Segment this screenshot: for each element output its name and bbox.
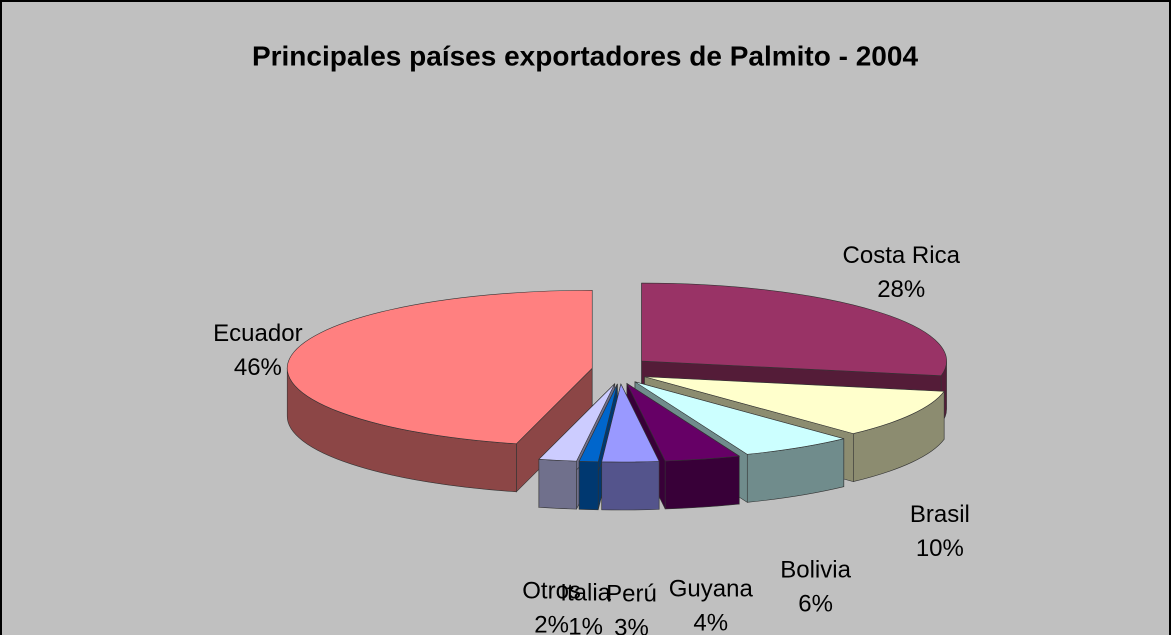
slice-label: Costa Rica: [843, 242, 961, 269]
slice-value-label: 3%: [614, 614, 649, 635]
slice: [644, 376, 945, 434]
slice-value-label: 6%: [798, 591, 833, 618]
slice: [634, 381, 844, 455]
slice-label: Italia: [560, 580, 611, 607]
slice-label: Bolivia: [780, 557, 851, 584]
slice-value-label: 2%: [534, 612, 569, 635]
slice-wall: [578, 461, 599, 511]
slice-group: [601, 383, 660, 511]
slice-value-label: 1%: [568, 614, 603, 635]
slice: [626, 382, 741, 462]
slice: [286, 289, 593, 445]
slice: [578, 383, 618, 463]
slice: [538, 383, 616, 462]
slice: [601, 383, 660, 463]
slice-value-label: 4%: [693, 610, 728, 635]
slice-wall: [664, 455, 740, 510]
slice-label: Guyana: [669, 576, 754, 603]
slice-label: Perú: [606, 580, 657, 607]
slice-label: Brasil: [910, 501, 970, 528]
slice-label: Otros: [522, 578, 581, 605]
slice-value-label: 28%: [877, 276, 925, 303]
slice: [641, 282, 947, 376]
slice-group: [286, 289, 593, 493]
slice-value-label: 46%: [234, 354, 282, 381]
slice-wall: [538, 458, 577, 510]
chart-title: Principales países exportadores de Palmi…: [252, 40, 918, 71]
slice-label: Ecuador: [213, 320, 302, 347]
slice-wall: [601, 461, 660, 511]
slice-value-label: 10%: [916, 535, 964, 562]
